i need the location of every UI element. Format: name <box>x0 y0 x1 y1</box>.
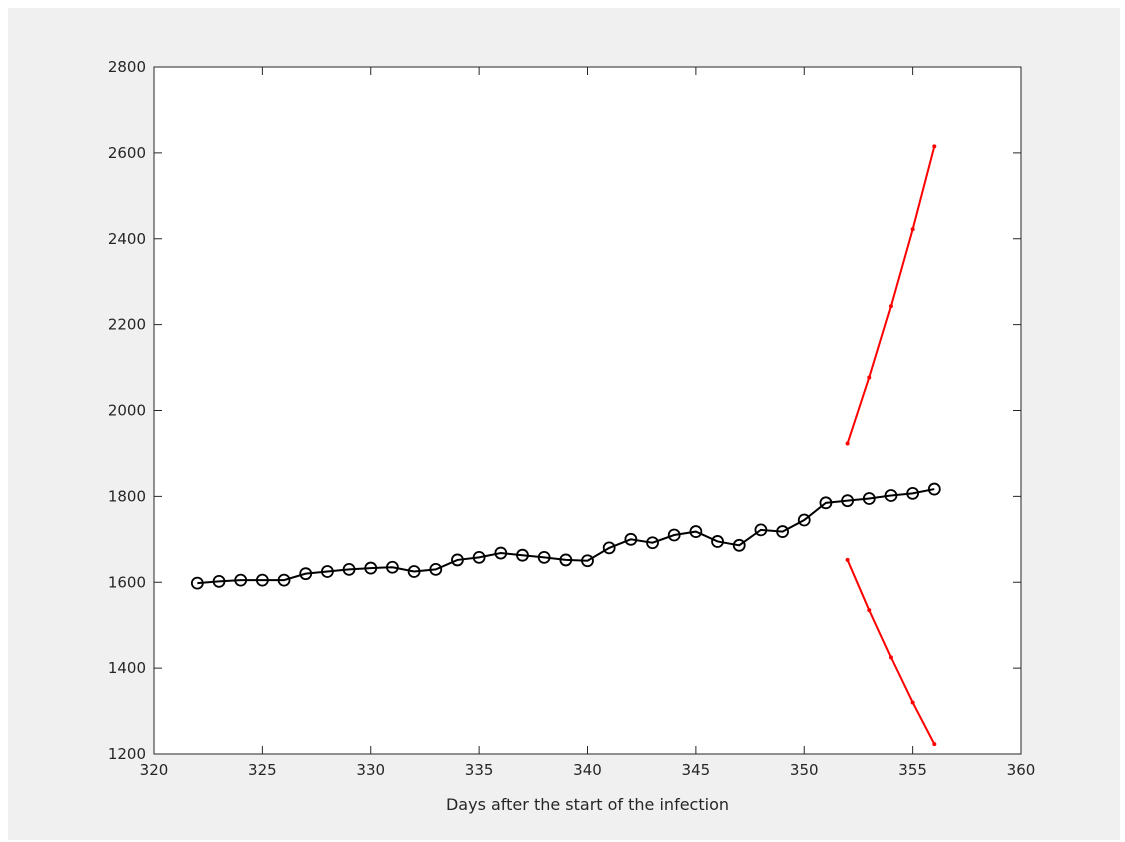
data-point <box>862 492 876 505</box>
data-point <box>602 541 616 555</box>
x-tick-label: 360 <box>1007 761 1036 779</box>
y-tick-label: 2000 <box>108 402 146 420</box>
y-tick-label: 1600 <box>108 573 146 591</box>
series-line-0 <box>197 488 935 585</box>
data-point <box>732 538 746 552</box>
data-point <box>255 573 269 587</box>
data-point <box>884 489 898 502</box>
data-point <box>867 375 872 380</box>
data-point <box>845 557 850 562</box>
data-point <box>516 548 529 562</box>
data-point <box>537 550 551 564</box>
x-tick-label: 330 <box>356 761 385 779</box>
data-point <box>888 304 893 309</box>
data-point <box>797 513 811 527</box>
data-point <box>234 573 248 587</box>
x-tick-label: 345 <box>682 761 711 779</box>
x-tick-label: 350 <box>790 761 819 779</box>
y-tick-label: 1200 <box>108 745 146 763</box>
data-point <box>277 573 291 587</box>
data-point <box>559 553 573 567</box>
data-point <box>932 742 937 747</box>
data-point <box>581 554 594 568</box>
data-point <box>212 574 226 588</box>
data-point <box>819 496 833 510</box>
data-point <box>841 494 854 508</box>
data-point <box>845 441 850 446</box>
x-tick-label: 335 <box>465 761 494 779</box>
y-tick-label: 2200 <box>108 316 146 334</box>
data-point <box>494 546 508 560</box>
x-tick-label: 355 <box>898 761 927 779</box>
data-point <box>667 528 681 542</box>
data-point <box>910 700 915 705</box>
data-point <box>932 144 937 149</box>
data-point <box>867 608 872 613</box>
data-point <box>451 553 464 567</box>
data-point <box>299 567 313 581</box>
data-point <box>429 562 443 576</box>
y-tick-label: 2600 <box>108 144 146 162</box>
x-axis-label: Days after the start of the infection <box>446 795 729 814</box>
y-tick-label: 2800 <box>108 58 146 76</box>
y-tick-label: 1400 <box>108 659 146 677</box>
data-point <box>190 576 204 590</box>
data-point <box>646 536 659 550</box>
figure-background: 320 325 330 335 340 345 350 355 360 1200 1400 1600 1… <box>8 8 1120 840</box>
x-tick-label: 340 <box>573 761 602 779</box>
data-point <box>689 525 703 538</box>
data-point <box>342 562 356 576</box>
data-point <box>472 550 486 564</box>
data-point <box>910 227 915 232</box>
data-point <box>364 561 378 575</box>
data-point <box>927 482 941 496</box>
data-point <box>888 655 893 660</box>
data-point <box>711 535 724 548</box>
data-point <box>906 486 920 500</box>
line-chart: 320 325 330 335 340 345 350 355 360 1200 1400 1600 1… <box>108 58 1036 814</box>
data-point <box>407 565 421 578</box>
x-tick-label: 325 <box>248 761 277 779</box>
data-point <box>386 560 399 574</box>
data-point <box>754 523 768 537</box>
data-point <box>776 525 789 538</box>
y-tick-label: 2400 <box>108 230 146 248</box>
data-point <box>320 565 334 578</box>
x-tick-label: 320 <box>140 761 169 779</box>
y-tick-label: 1800 <box>108 487 146 505</box>
data-point <box>624 532 638 546</box>
plot-area <box>153 66 1022 755</box>
